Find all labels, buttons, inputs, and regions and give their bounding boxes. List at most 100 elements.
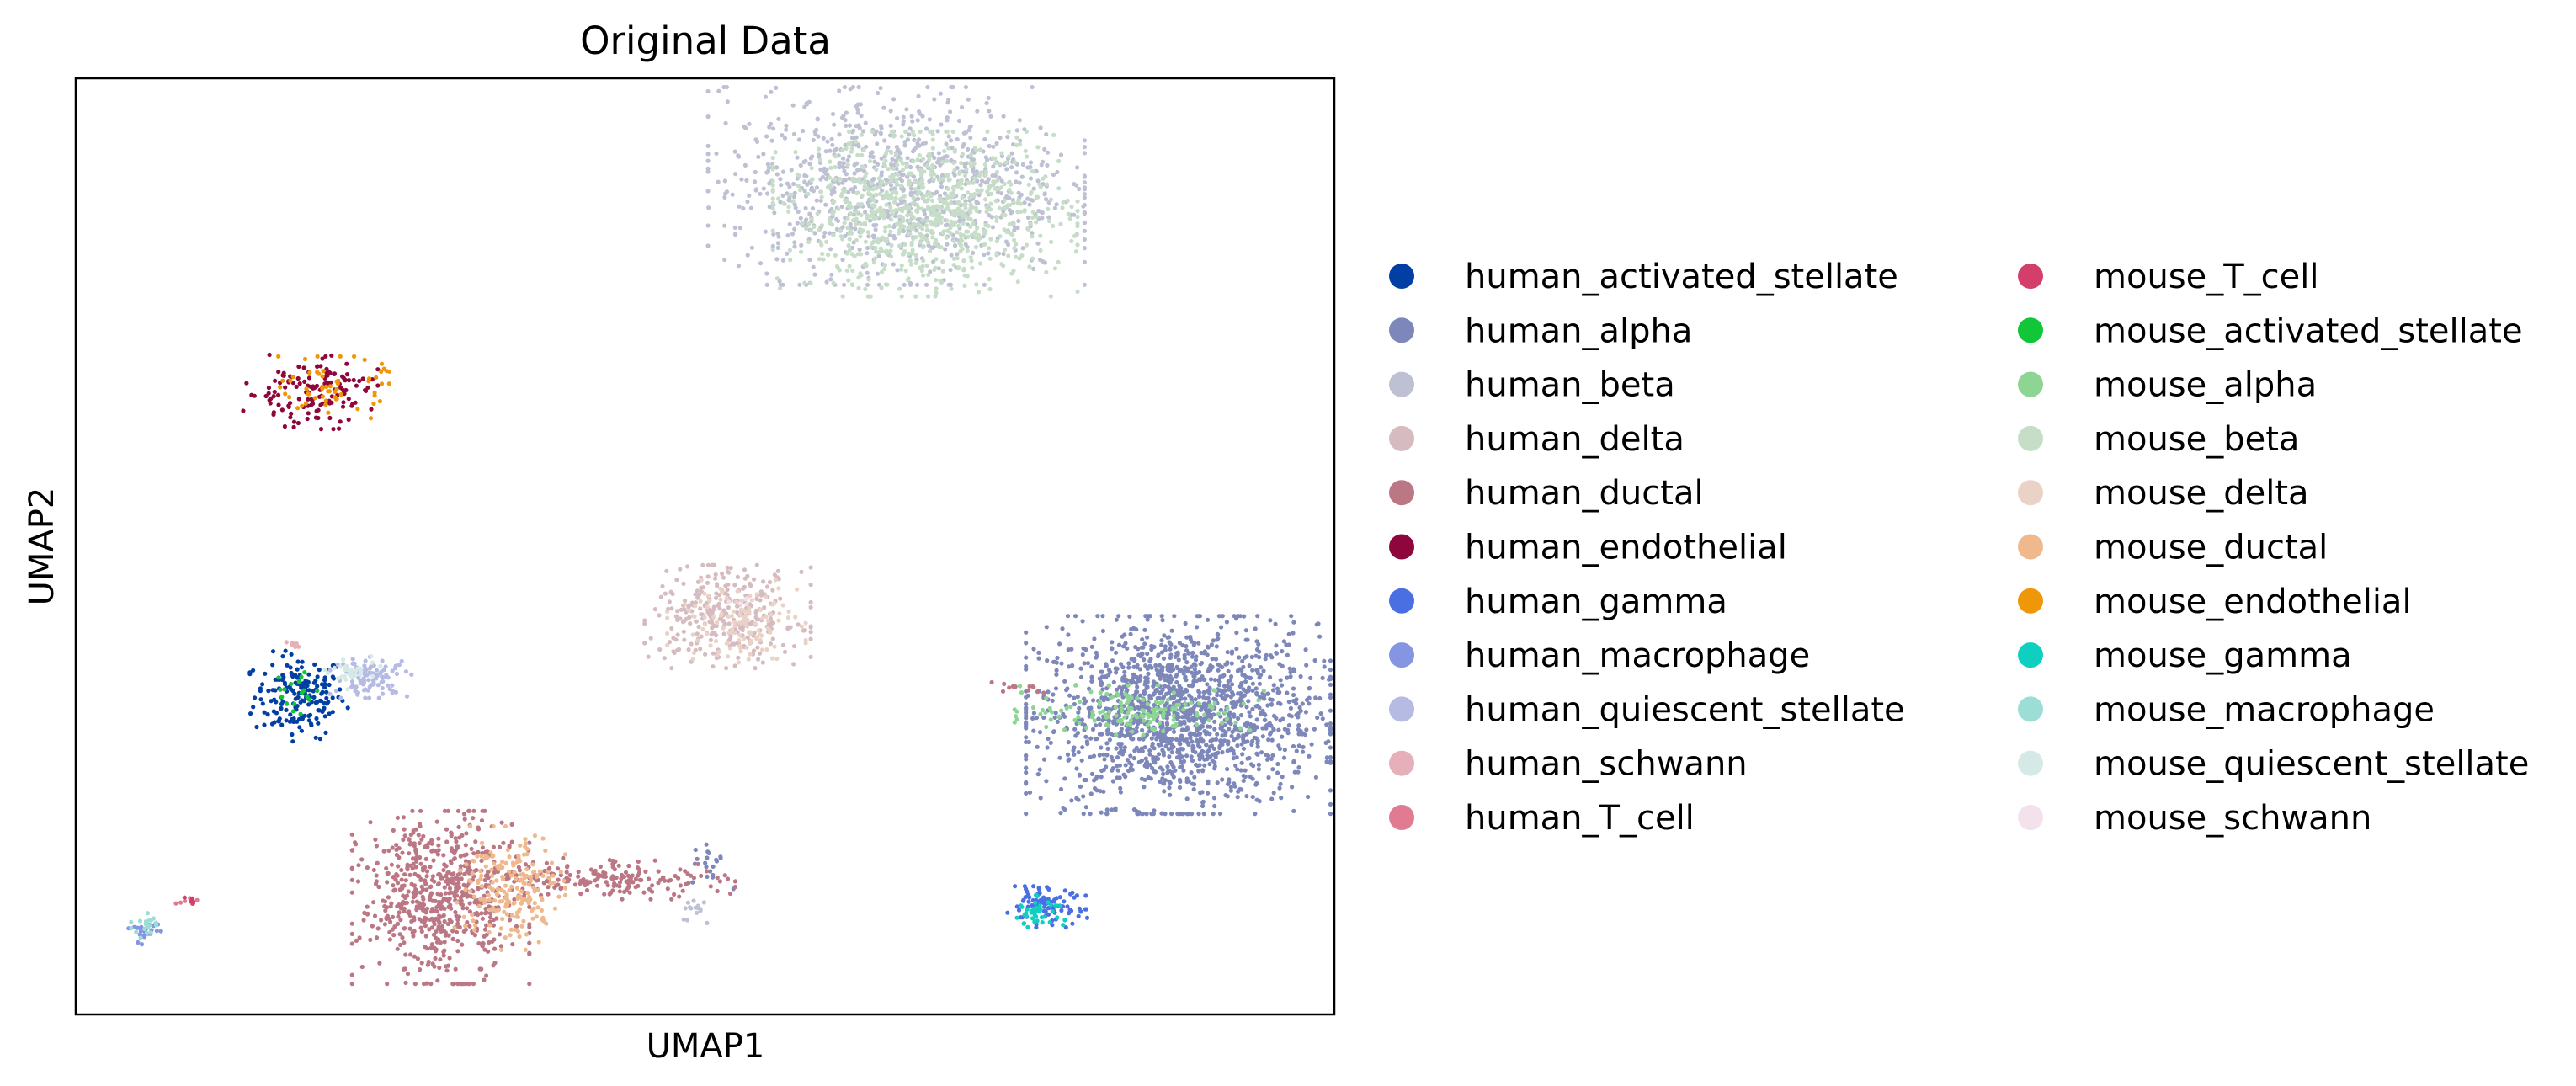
data-point xyxy=(1163,812,1168,817)
data-point xyxy=(1110,658,1115,663)
data-point xyxy=(1157,731,1162,737)
data-point xyxy=(295,667,300,672)
data-point xyxy=(1069,238,1074,244)
data-point xyxy=(1328,708,1333,713)
data-point xyxy=(1196,812,1201,817)
data-point xyxy=(384,673,389,678)
data-point xyxy=(792,190,797,195)
data-point xyxy=(931,259,936,264)
data-point xyxy=(870,129,876,134)
data-point xyxy=(824,239,829,244)
data-point xyxy=(412,982,418,987)
data-point xyxy=(681,581,686,587)
data-point xyxy=(808,280,813,286)
data-point xyxy=(138,925,143,931)
data-point xyxy=(958,232,963,237)
data-point xyxy=(917,189,922,194)
data-point xyxy=(1046,736,1051,742)
data-point xyxy=(423,910,428,915)
data-point xyxy=(447,956,452,961)
data-point xyxy=(1274,651,1279,656)
data-point xyxy=(411,890,416,895)
data-point xyxy=(308,721,314,727)
data-point xyxy=(1228,785,1233,790)
data-point xyxy=(1189,754,1194,759)
data-point xyxy=(1276,700,1281,706)
data-point xyxy=(1141,645,1146,650)
data-point xyxy=(1294,701,1299,706)
data-point xyxy=(1184,725,1190,730)
data-point xyxy=(711,651,716,656)
data-point xyxy=(856,285,861,290)
data-point xyxy=(1043,174,1048,179)
data-point xyxy=(939,156,945,161)
data-point xyxy=(993,199,998,204)
data-point xyxy=(423,915,428,920)
data-point xyxy=(1099,681,1104,686)
data-point xyxy=(1130,702,1135,707)
data-point xyxy=(354,383,359,388)
data-point xyxy=(428,865,433,870)
data-point xyxy=(455,938,460,944)
data-point xyxy=(1062,807,1067,812)
data-point xyxy=(298,700,303,705)
data-point xyxy=(306,702,311,707)
data-point xyxy=(907,132,912,137)
data-point xyxy=(1038,233,1043,238)
data-point xyxy=(674,578,679,583)
data-point xyxy=(1166,737,1171,742)
data-point xyxy=(1028,221,1033,226)
data-point xyxy=(296,364,301,370)
data-point xyxy=(423,934,428,939)
data-point xyxy=(1014,904,1019,909)
data-point xyxy=(920,245,925,250)
data-point xyxy=(1275,690,1280,695)
data-point xyxy=(320,689,325,695)
data-point xyxy=(1030,84,1035,90)
data-point xyxy=(1128,718,1134,723)
data-point xyxy=(1152,707,1158,712)
data-point xyxy=(840,164,845,169)
points-layer xyxy=(126,84,1333,987)
data-point xyxy=(780,193,785,198)
data-point xyxy=(986,251,991,256)
data-point xyxy=(1195,737,1200,743)
data-point xyxy=(295,719,300,724)
data-point xyxy=(652,607,658,612)
data-point xyxy=(911,174,916,179)
data-point xyxy=(614,875,619,881)
data-point xyxy=(455,921,460,926)
data-point xyxy=(1161,728,1166,734)
data-point xyxy=(623,870,629,875)
data-point xyxy=(1104,807,1110,812)
data-point xyxy=(1328,759,1333,764)
data-point xyxy=(932,97,937,102)
data-point xyxy=(1163,743,1168,749)
data-point xyxy=(1048,294,1053,299)
data-point xyxy=(414,859,419,864)
data-point xyxy=(253,695,258,700)
data-point xyxy=(802,104,807,109)
data-point xyxy=(406,889,411,894)
data-point xyxy=(1020,162,1025,167)
data-point xyxy=(1256,698,1261,703)
data-point xyxy=(772,210,777,216)
data-point xyxy=(326,700,331,705)
data-point xyxy=(1328,788,1333,793)
data-point xyxy=(463,859,469,864)
data-point xyxy=(871,223,876,228)
data-point xyxy=(686,647,691,652)
data-point xyxy=(1271,688,1276,693)
data-point xyxy=(1190,650,1195,656)
data-point xyxy=(355,692,360,697)
data-point xyxy=(1250,688,1255,694)
data-point xyxy=(946,134,951,139)
data-point xyxy=(1221,684,1227,689)
data-point xyxy=(803,205,808,210)
data-point xyxy=(1200,768,1206,773)
data-point xyxy=(714,633,719,638)
data-point xyxy=(991,144,996,149)
data-point xyxy=(1075,242,1080,248)
data-point xyxy=(769,138,774,143)
